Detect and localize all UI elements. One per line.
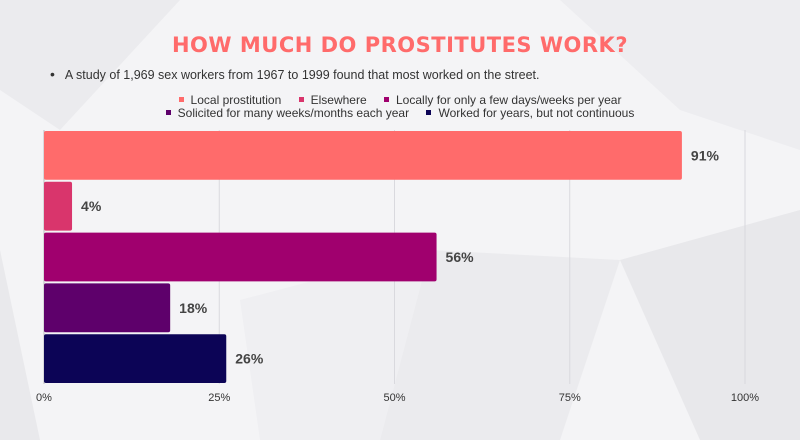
bar-value-label: 4% bbox=[81, 198, 102, 214]
bar-value-label: 26% bbox=[235, 351, 264, 367]
bar bbox=[44, 283, 171, 333]
bar bbox=[44, 131, 682, 180]
legend-swatch bbox=[178, 97, 184, 103]
legend-item[interactable]: Solicited for many weeks/months each yea… bbox=[165, 106, 410, 120]
bar bbox=[44, 181, 73, 231]
legend-swatch bbox=[165, 110, 171, 116]
bar bbox=[44, 232, 437, 282]
bullet-text: A study of 1,969 sex workers from 1967 t… bbox=[64, 68, 540, 82]
page-title: HOW MUCH DO PROSTITUTES WORK? bbox=[171, 33, 629, 57]
bar bbox=[44, 334, 227, 383]
legend-item[interactable]: Locally for only a few days/weeks per ye… bbox=[384, 93, 621, 107]
legend-label: Locally for only a few days/weeks per ye… bbox=[396, 93, 622, 107]
legend-swatch bbox=[298, 97, 304, 103]
bullet-dot-icon: • bbox=[50, 66, 55, 82]
legend-label: Worked for years, but not continuous bbox=[438, 106, 635, 120]
bullet-note: • A study of 1,969 sex workers from 1967 … bbox=[50, 66, 539, 82]
legend-swatch bbox=[384, 97, 389, 103]
legend-item[interactable]: Worked for years, but not continuous bbox=[426, 106, 634, 120]
bar-value-label: 18% bbox=[179, 300, 208, 316]
x-tick-label: 75% bbox=[559, 392, 581, 404]
legend-label: Elsewhere bbox=[310, 93, 367, 107]
x-tick-label: 100% bbox=[731, 392, 759, 404]
x-tick-label: 25% bbox=[208, 392, 230, 404]
bar-value-label: 56% bbox=[446, 249, 475, 265]
legend-row-1: Local prostitution Elsewhere Locally for… bbox=[0, 93, 800, 107]
x-tick-label: 0% bbox=[36, 392, 52, 404]
legend-label: Local prostitution bbox=[190, 93, 282, 107]
legend-label: Solicited for many weeks/months each yea… bbox=[177, 106, 410, 120]
legend-row-2: Solicited for many weeks/months each yea… bbox=[0, 106, 800, 120]
x-tick-label: 50% bbox=[383, 392, 405, 404]
bar-value-label: 91% bbox=[691, 147, 720, 163]
legend-item[interactable]: Elsewhere bbox=[298, 93, 367, 107]
legend-swatch bbox=[426, 110, 432, 116]
legend-item[interactable]: Local prostitution bbox=[178, 93, 282, 107]
